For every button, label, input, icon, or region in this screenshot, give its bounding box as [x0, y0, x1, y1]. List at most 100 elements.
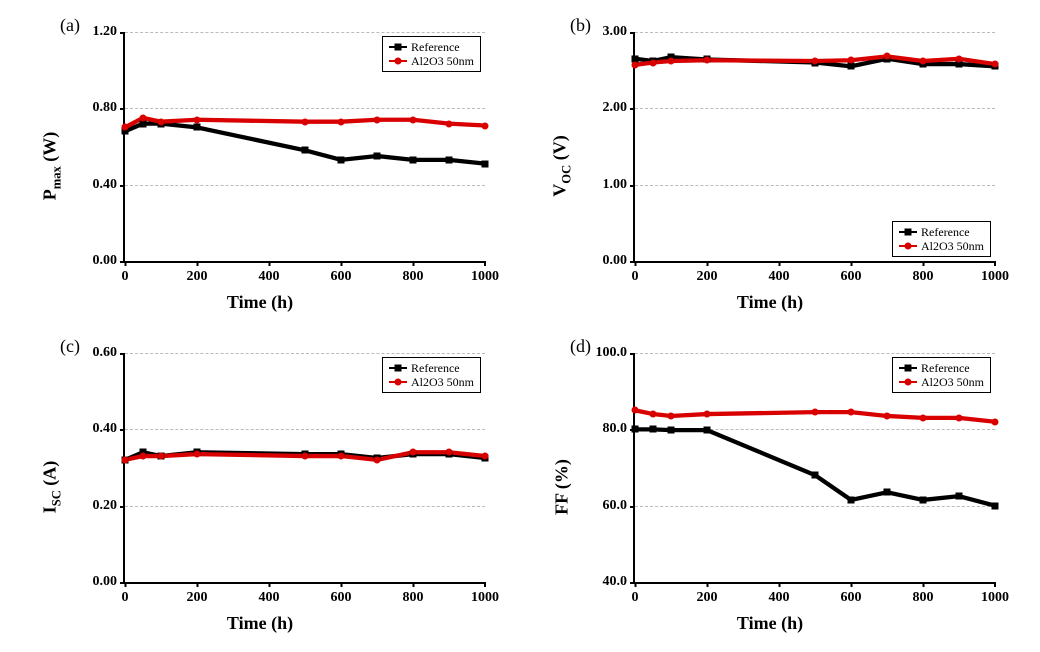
legend-item: Reference	[389, 40, 474, 54]
chart-container: 40.060.080.0100.002004006008001000Refere…	[633, 353, 995, 584]
data-marker	[920, 496, 927, 503]
legend-item: Reference	[899, 225, 984, 239]
x-tick-label: 200	[187, 582, 208, 606]
panel-label: (a)	[60, 15, 80, 36]
plot-area: 40.060.080.0100.002004006008001000Refere…	[633, 353, 995, 584]
y-tick-label: 1.20	[93, 24, 126, 40]
data-marker	[812, 409, 819, 416]
data-marker	[668, 58, 675, 65]
x-tick-label: 600	[331, 582, 352, 606]
panel-b: (b)VOC (V)Time (h)0.001.002.003.00020040…	[520, 10, 1020, 321]
legend-label: Reference	[411, 361, 460, 375]
y-tick-label: 0.00	[603, 253, 636, 269]
legend-item: Al2O3 50nm	[899, 375, 984, 389]
x-tick-label: 400	[769, 582, 790, 606]
legend: ReferenceAl2O3 50nm	[892, 357, 991, 393]
legend-label: Al2O3 50nm	[411, 54, 474, 68]
x-tick-label: 600	[841, 582, 862, 606]
x-tick-label: 800	[403, 582, 424, 606]
data-marker	[338, 156, 345, 163]
legend-line-icon	[389, 367, 407, 369]
legend-line-icon	[389, 381, 407, 383]
plot-area: 0.000.200.400.6002004006008001000Referen…	[123, 353, 485, 584]
data-marker	[482, 453, 489, 460]
data-marker	[992, 61, 999, 68]
data-marker	[650, 59, 657, 66]
x-axis-label: Time (h)	[737, 613, 803, 634]
legend-line-icon	[899, 245, 917, 247]
data-marker	[992, 502, 999, 509]
y-tick-label: 80.0	[603, 421, 636, 437]
legend-label: Reference	[411, 40, 460, 54]
chart-container: 0.001.002.003.0002004006008001000Referen…	[633, 32, 995, 263]
legend-line-icon	[389, 46, 407, 48]
legend-item: Al2O3 50nm	[389, 54, 474, 68]
data-marker	[812, 58, 819, 65]
data-marker	[482, 122, 489, 129]
x-tick-label: 1000	[981, 582, 1009, 606]
data-marker	[956, 414, 963, 421]
x-axis-label: Time (h)	[227, 613, 293, 634]
x-tick-label: 0	[122, 582, 129, 606]
square-marker-icon	[905, 365, 912, 372]
x-tick-label: 200	[697, 261, 718, 285]
panel-d: (d) FF (%) Time (h) 40.060.080.0100.0020040…	[520, 331, 1020, 642]
y-tick-label: 0.40	[93, 421, 126, 437]
y-tick-label: 0.20	[93, 498, 126, 514]
data-marker	[374, 116, 381, 123]
data-marker	[302, 118, 309, 125]
legend-item: Al2O3 50nm	[389, 375, 474, 389]
data-marker	[302, 453, 309, 460]
data-marker	[956, 55, 963, 62]
x-tick-label: 800	[913, 261, 934, 285]
panel-label: (d)	[570, 336, 591, 357]
data-marker	[338, 118, 345, 125]
data-marker	[410, 156, 417, 163]
legend: ReferenceAl2O3 50nm	[382, 36, 481, 72]
x-tick-label: 600	[331, 261, 352, 285]
y-axis-label: FF (%)	[552, 459, 573, 515]
x-tick-label: 400	[769, 261, 790, 285]
data-marker	[632, 426, 639, 433]
legend-item: Al2O3 50nm	[899, 239, 984, 253]
y-tick-label: 0.00	[93, 253, 126, 269]
data-marker	[194, 124, 201, 131]
data-marker	[446, 156, 453, 163]
data-marker	[650, 426, 657, 433]
data-marker	[848, 496, 855, 503]
data-marker	[668, 412, 675, 419]
y-axis-label: VOC (V)	[550, 135, 575, 196]
data-marker	[140, 453, 147, 460]
data-marker	[632, 407, 639, 414]
legend-label: Al2O3 50nm	[411, 375, 474, 389]
data-marker	[302, 147, 309, 154]
x-tick-label: 400	[259, 582, 280, 606]
y-tick-label: 0.60	[93, 345, 126, 361]
panel-a: (a)Pmax (W)Time (h)0.000.400.801.2002004…	[10, 10, 510, 321]
legend-item: Reference	[899, 361, 984, 375]
legend: ReferenceAl2O3 50nm	[382, 357, 481, 393]
y-tick-label: 0.40	[93, 177, 126, 193]
circle-marker-icon	[395, 58, 402, 65]
y-axis-label: ISC (A)	[40, 460, 65, 513]
y-tick-label: 2.00	[603, 100, 636, 116]
y-tick-label: 60.0	[603, 498, 636, 514]
data-marker	[338, 453, 345, 460]
panel-label: (c)	[60, 336, 80, 357]
data-marker	[122, 456, 129, 463]
data-marker	[704, 411, 711, 418]
circle-marker-icon	[905, 243, 912, 250]
data-marker	[194, 116, 201, 123]
data-marker	[446, 120, 453, 127]
data-marker	[884, 489, 891, 496]
square-marker-icon	[905, 229, 912, 236]
legend-line-icon	[389, 60, 407, 62]
data-marker	[884, 53, 891, 60]
data-marker	[374, 153, 381, 160]
data-marker	[446, 449, 453, 456]
data-marker	[920, 58, 927, 65]
x-tick-label: 0	[632, 582, 639, 606]
x-tick-label: 800	[913, 582, 934, 606]
data-marker	[884, 412, 891, 419]
legend-label: Al2O3 50nm	[921, 239, 984, 253]
